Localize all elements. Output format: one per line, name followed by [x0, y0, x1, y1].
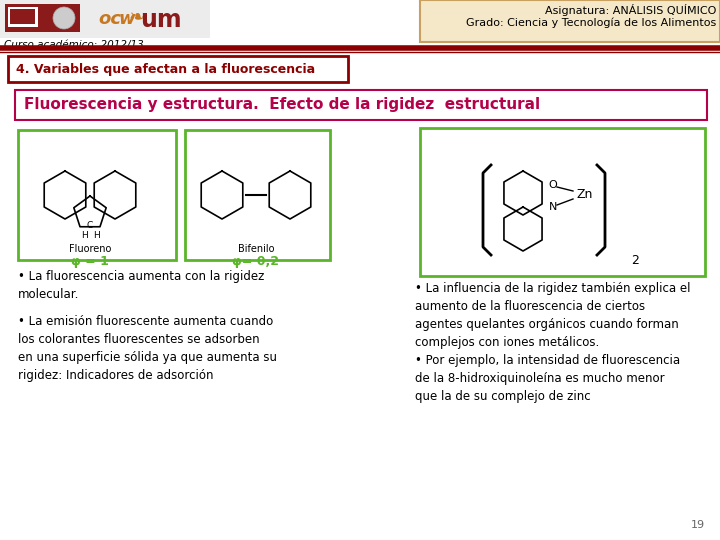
Text: ❧: ❧ — [128, 8, 145, 27]
Bar — [420, 0, 720, 42]
Text: • La emisión fluorescente aumenta cuando
los colorantes fluorescentes se adsorbe: • La emisión fluorescente aumenta cuando… — [18, 315, 277, 382]
Bar — [15, 90, 707, 120]
Bar — [0, 0, 210, 38]
Text: H: H — [81, 231, 87, 240]
Bar — [8, 56, 348, 82]
Text: Fluorescencia y estructura.  Efecto de la rigidez  estructural: Fluorescencia y estructura. Efecto de la… — [24, 98, 540, 112]
Text: Bifenilo: Bifenilo — [238, 244, 274, 254]
Text: Curso académico: 2012/13: Curso académico: 2012/13 — [4, 40, 144, 50]
Text: 19: 19 — [691, 520, 705, 530]
Bar — [10, 9, 35, 24]
Text: H: H — [93, 231, 99, 240]
Text: Grado: Ciencia y Tecnología de los Alimentos: Grado: Ciencia y Tecnología de los Alime… — [466, 18, 716, 29]
Bar — [185, 130, 330, 260]
Text: 4. Variables que afectan a la fluorescencia: 4. Variables que afectan a la fluorescen… — [16, 63, 315, 76]
Text: φ= 0,2: φ= 0,2 — [233, 254, 279, 267]
Text: w: w — [118, 10, 135, 28]
Bar — [8, 7, 38, 27]
Text: Zn: Zn — [577, 188, 593, 201]
Text: C: C — [87, 220, 93, 230]
Text: 2: 2 — [631, 253, 639, 267]
Text: • La fluorescencia aumenta con la rigidez
molecular.: • La fluorescencia aumenta con la rigide… — [18, 270, 264, 301]
Text: φ = 1: φ = 1 — [71, 254, 109, 267]
Text: N: N — [549, 202, 557, 212]
Circle shape — [53, 7, 75, 29]
Text: oc: oc — [98, 10, 121, 28]
Bar — [18, 130, 176, 260]
Bar — [5, 4, 80, 32]
Text: • La influencia de la rigidez también explica el
aumento de la fluorescencia de : • La influencia de la rigidez también ex… — [415, 282, 690, 403]
Text: Asignatura: ANÁLISIS QUÍMICO: Asignatura: ANÁLISIS QUÍMICO — [544, 4, 716, 16]
Text: O: O — [549, 180, 557, 190]
Text: Fluoreno: Fluoreno — [69, 244, 111, 254]
Bar — [420, 128, 705, 276]
Text: um: um — [140, 8, 181, 32]
